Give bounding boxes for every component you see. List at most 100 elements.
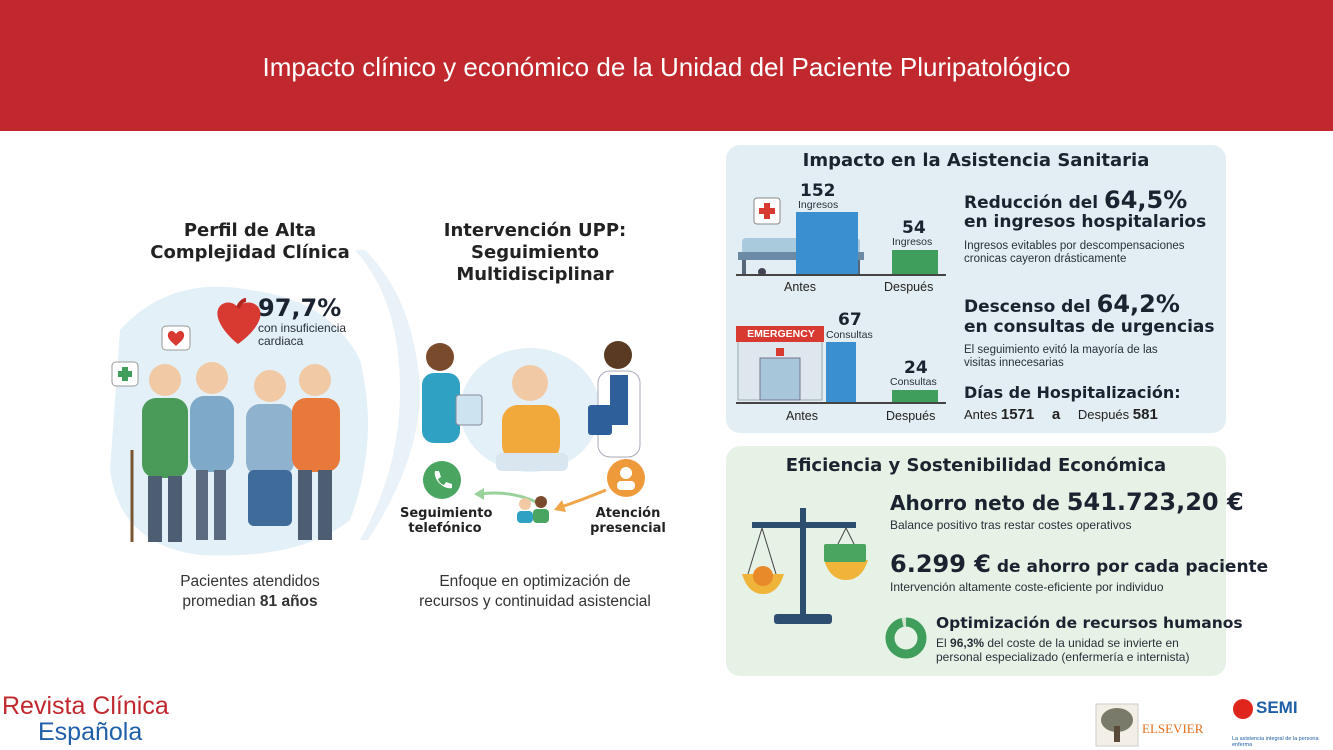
profile-title-line1: Perfil de Alta <box>183 220 317 241</box>
admissions-reduction-pct: 64,5% <box>1104 186 1188 214</box>
team-icon <box>517 496 549 523</box>
heart-failure-label: con insuficiencia cardiaca <box>258 322 346 348</box>
hospital-days-title: Días de Hospitalización: <box>964 383 1181 402</box>
net-savings-value: 541.723,20 € <box>1066 488 1244 516</box>
emergency-before-label: Antes <box>786 409 818 423</box>
emergency-reduction-pct: 64,2% <box>1096 290 1180 318</box>
medical-cross-icon <box>111 361 139 387</box>
net-savings-description: Balance positivo tras restar costes oper… <box>890 518 1132 532</box>
hospital-days-after-label: Después <box>1077 407 1130 422</box>
net-savings-prefix: Ahorro neto de <box>890 491 1067 515</box>
hospital-days-before-value: 1571 <box>1000 406 1035 423</box>
per-patient-savings-value: 6.299 € <box>890 550 991 578</box>
emergency-building-icon <box>736 326 824 401</box>
elsevier-logo-text: ELSEVIER <box>1142 721 1204 736</box>
background-shapes <box>110 250 600 556</box>
admissions-before-bar <box>796 212 858 274</box>
heart-failure-label-line2: cardiaca <box>258 334 304 348</box>
intervention-caption-line2: recursos y continuidad asistencial <box>419 593 651 610</box>
admissions-desc-line1: Ingresos evitables por descompensaciones <box>964 240 1185 252</box>
hospital-days-before-label: Antes <box>964 407 998 422</box>
page-title: Impacto clínico y económico de la Unidad… <box>262 52 1071 82</box>
balance-scale-icon <box>742 508 868 624</box>
healthcare-impact-title: Impacto en la Asistencia Sanitaria <box>802 150 1150 171</box>
heart-failure-percentage: 97,7% <box>258 294 342 322</box>
per-patient-savings: 6.299 € de ahorro por cada paciente <box>890 550 1268 578</box>
hospital-days-after-value: 581 <box>1132 406 1158 423</box>
heart-failure-label-line1: con insuficiencia <box>258 321 347 335</box>
average-age: 81 años <box>259 593 318 610</box>
intervention-title: Intervención UPP: Seguimiento Multidisci… <box>390 220 680 286</box>
emergency-headline-line2: en consultas de urgencias <box>964 317 1215 337</box>
net-savings: Ahorro neto de 541.723,20 € <box>890 488 1244 516</box>
admissions-before-unit: Ingresos <box>798 199 839 211</box>
hospital-days-values: Antes 1571 a Después 581 <box>964 406 1158 423</box>
heart-bubble-icon <box>161 325 191 351</box>
hospital-cross-icon <box>753 197 781 225</box>
admissions-axis <box>736 274 946 276</box>
profile-caption-line1: Pacientes atendidos <box>180 573 320 590</box>
emergency-headline: Descenso del 64,2% <box>964 290 1180 318</box>
hr-donut-arc <box>885 617 927 659</box>
profile-title: Perfil de Alta Complejidad Clínica <box>130 220 370 264</box>
journal-logo-line1: Revista Clínica <box>2 692 169 720</box>
emergency-before-unit: Consultas <box>826 329 873 341</box>
semi-tagline: La asistencia integral de la persona enf… <box>1232 736 1319 748</box>
heart-organ-icon <box>217 298 261 344</box>
admissions-after-bar <box>892 250 938 274</box>
hr-desc-prefix: El <box>936 636 951 650</box>
admissions-description: Ingresos evitables por descompensaciones… <box>964 240 1185 266</box>
intervention-caption: Enfoque en optimización de recursos y co… <box>390 572 680 612</box>
emergency-desc-line1: El seguimiento evitó la mayoría de las <box>964 344 1158 356</box>
elsevier-tree-logo <box>1095 703 1139 747</box>
phone-icon <box>423 461 461 499</box>
hr-title: Optimización de recursos humanos <box>936 614 1243 632</box>
per-patient-savings-text: de ahorro por cada paciente <box>990 557 1269 577</box>
hospital-days-separator: a <box>1051 406 1061 423</box>
admissions-before-value: 152 <box>800 181 836 201</box>
admissions-headline-line2: en ingresos hospitalarios <box>964 212 1207 232</box>
intervention-caption-line1: Enfoque en optimización de <box>439 573 631 590</box>
in-person-icon <box>607 459 645 497</box>
elderly-patients-illustration <box>130 362 340 542</box>
arrow-to-phone-icon <box>474 488 537 504</box>
admissions-after-value: 54 <box>902 218 926 238</box>
emergency-before-value: 67 <box>838 310 862 330</box>
profile-caption-line2: promedian 81 años <box>120 592 380 612</box>
semi-logo-text: SEMI <box>1256 698 1298 717</box>
phone-followup-line1: Seguimiento <box>400 506 493 521</box>
phone-followup-label: Seguimiento telefónico <box>400 506 493 536</box>
emergency-description: El seguimiento evitó la mayoría de las v… <box>964 344 1158 370</box>
emergency-headline-prefix: Descenso del <box>964 297 1097 317</box>
semi-logo-dot <box>1233 699 1253 719</box>
per-patient-description: Intervención altamente coste-eficiente p… <box>890 580 1164 594</box>
arrow-to-visit-icon <box>554 488 607 512</box>
phone-followup-line2: telefónico <box>408 521 482 536</box>
in-person-care-line1: Atención <box>595 506 661 521</box>
admissions-headline-prefix: Reducción del <box>964 193 1105 213</box>
emergency-after-value: 24 <box>904 358 928 378</box>
emergency-after-label: Después <box>886 409 936 423</box>
hr-desc-line2: personal especializado (enfermería e int… <box>936 650 1190 664</box>
profile-caption: Pacientes atendidos promedian 81 años <box>120 572 380 612</box>
admissions-headline: Reducción del 64,5% <box>964 186 1187 214</box>
admissions-desc-line2: cronicas cayeron drásticamente <box>964 253 1127 265</box>
emergency-desc-line2: visitas innecesarias <box>964 357 1064 369</box>
profile-caption-prefix: promedian <box>182 593 260 610</box>
hr-desc-suffix: del coste de la unidad se invierte en <box>984 636 1179 650</box>
hr-desc-pct: 96,3% <box>950 636 985 650</box>
emergency-sign: EMERGENCY <box>747 328 815 340</box>
intervention-title-line2: Seguimiento Multidisciplinar <box>456 242 614 285</box>
emergency-after-unit: Consultas <box>890 376 937 388</box>
hr-donut-chart <box>885 617 927 659</box>
journal-logo-line2: Española <box>38 718 143 746</box>
care-team-illustration <box>422 341 641 471</box>
in-person-care-line2: presencial <box>590 521 666 536</box>
header-bar: Impacto clínico y económico de la Unidad… <box>0 0 1333 131</box>
admissions-after-label: Después <box>884 280 934 294</box>
profile-title-line2: Complejidad Clínica <box>150 242 350 263</box>
admissions-before-label: Antes <box>784 280 816 294</box>
in-person-care-label: Atención presencial <box>584 506 672 536</box>
economy-panel <box>726 446 1226 676</box>
